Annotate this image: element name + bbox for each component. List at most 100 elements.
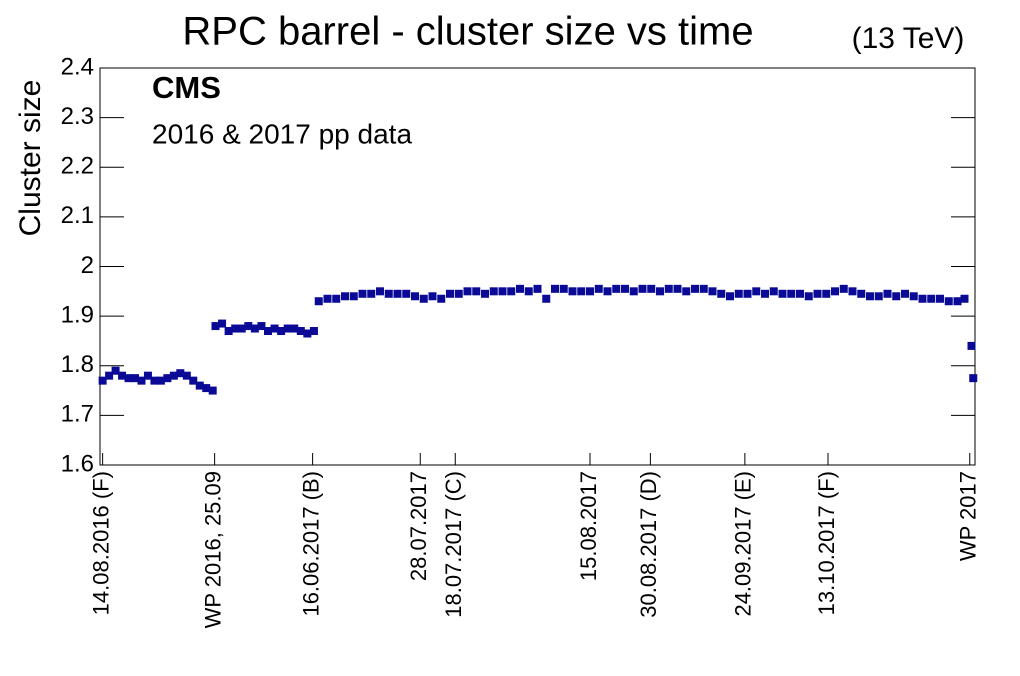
x-tick-label: 18.07.2017 (C) bbox=[441, 471, 466, 618]
point bbox=[237, 324, 246, 333]
chart-title: RPC barrel - cluster size vs time bbox=[182, 10, 753, 54]
point bbox=[182, 371, 191, 380]
point bbox=[927, 294, 936, 303]
point bbox=[822, 289, 831, 298]
point bbox=[586, 287, 594, 296]
data-label: 2016 & 2017 pp data bbox=[152, 118, 412, 149]
point bbox=[250, 324, 259, 333]
point bbox=[143, 371, 152, 380]
point bbox=[542, 294, 551, 303]
point bbox=[647, 284, 656, 293]
x-tick-label: 15.08.2017 bbox=[576, 471, 601, 581]
point bbox=[446, 289, 454, 298]
point bbox=[411, 292, 419, 301]
point bbox=[283, 324, 292, 333]
point bbox=[428, 292, 437, 301]
point bbox=[257, 322, 266, 331]
cms-label: CMS bbox=[152, 70, 221, 105]
point bbox=[309, 327, 318, 336]
point bbox=[874, 292, 883, 301]
point bbox=[594, 284, 603, 293]
point bbox=[303, 329, 312, 338]
y-axis-label: Cluster size bbox=[14, 80, 47, 237]
point bbox=[787, 289, 796, 298]
point bbox=[559, 284, 568, 293]
point bbox=[472, 287, 481, 296]
point bbox=[454, 289, 463, 298]
point bbox=[524, 287, 533, 296]
point bbox=[708, 287, 717, 296]
point bbox=[384, 289, 393, 298]
point bbox=[673, 284, 682, 293]
point bbox=[202, 384, 211, 393]
point bbox=[367, 289, 376, 298]
point bbox=[105, 371, 114, 380]
point bbox=[796, 289, 804, 298]
point bbox=[349, 292, 358, 301]
chart-subtitle: (13 TeV) bbox=[852, 22, 965, 55]
point bbox=[208, 386, 217, 395]
point bbox=[341, 292, 349, 301]
point bbox=[936, 294, 944, 303]
y-tick-label: 2 bbox=[81, 252, 94, 279]
point bbox=[489, 287, 498, 296]
point bbox=[761, 289, 769, 298]
y-tick-label: 2.1 bbox=[61, 202, 94, 229]
point bbox=[969, 374, 978, 383]
point bbox=[393, 289, 402, 298]
point bbox=[577, 287, 586, 296]
y-tick-label: 2.2 bbox=[61, 153, 94, 180]
point bbox=[118, 371, 127, 380]
point bbox=[551, 284, 559, 293]
point bbox=[314, 297, 323, 306]
point bbox=[224, 327, 233, 336]
point bbox=[98, 376, 107, 385]
point bbox=[734, 289, 743, 298]
point bbox=[866, 292, 874, 301]
point bbox=[463, 287, 472, 296]
x-tick-label: 30.08.2017 (D) bbox=[636, 471, 661, 618]
point bbox=[481, 289, 489, 298]
point bbox=[533, 284, 542, 293]
point bbox=[603, 287, 612, 296]
y-tick-label: 2.3 bbox=[61, 103, 94, 130]
point bbox=[682, 287, 691, 296]
point bbox=[901, 289, 909, 298]
y-tick-label: 1.7 bbox=[61, 401, 94, 428]
point bbox=[831, 287, 839, 296]
y-tick-label: 2.4 bbox=[61, 53, 94, 80]
point bbox=[150, 376, 159, 385]
point bbox=[437, 294, 446, 303]
point bbox=[892, 292, 901, 301]
x-tick-label: 28.07.2017 bbox=[406, 471, 431, 581]
point bbox=[664, 284, 673, 293]
x-tick-label: WP 2017 bbox=[956, 471, 981, 561]
point bbox=[195, 381, 204, 390]
point bbox=[332, 294, 341, 303]
x-tick-label: 24.09.2017 (E) bbox=[731, 471, 756, 617]
point bbox=[699, 284, 708, 293]
point bbox=[277, 327, 286, 336]
point bbox=[323, 294, 332, 303]
point bbox=[953, 297, 962, 306]
point bbox=[244, 322, 253, 331]
x-tick-label: 16.06.2017 (B) bbox=[298, 471, 323, 617]
point bbox=[507, 287, 516, 296]
point bbox=[909, 292, 918, 301]
point bbox=[111, 366, 120, 375]
y-tick-label: 1.9 bbox=[61, 301, 94, 328]
point bbox=[629, 287, 638, 296]
point bbox=[169, 371, 178, 380]
point bbox=[189, 376, 198, 385]
x-tick-label: 13.10.2017 (F) bbox=[814, 471, 839, 615]
point bbox=[804, 292, 813, 301]
point bbox=[402, 289, 411, 298]
point bbox=[839, 284, 848, 293]
point bbox=[137, 376, 146, 385]
point bbox=[231, 324, 240, 333]
point bbox=[769, 287, 778, 296]
y-tick-label: 1.8 bbox=[61, 351, 94, 378]
point bbox=[848, 287, 857, 296]
point bbox=[691, 284, 699, 293]
